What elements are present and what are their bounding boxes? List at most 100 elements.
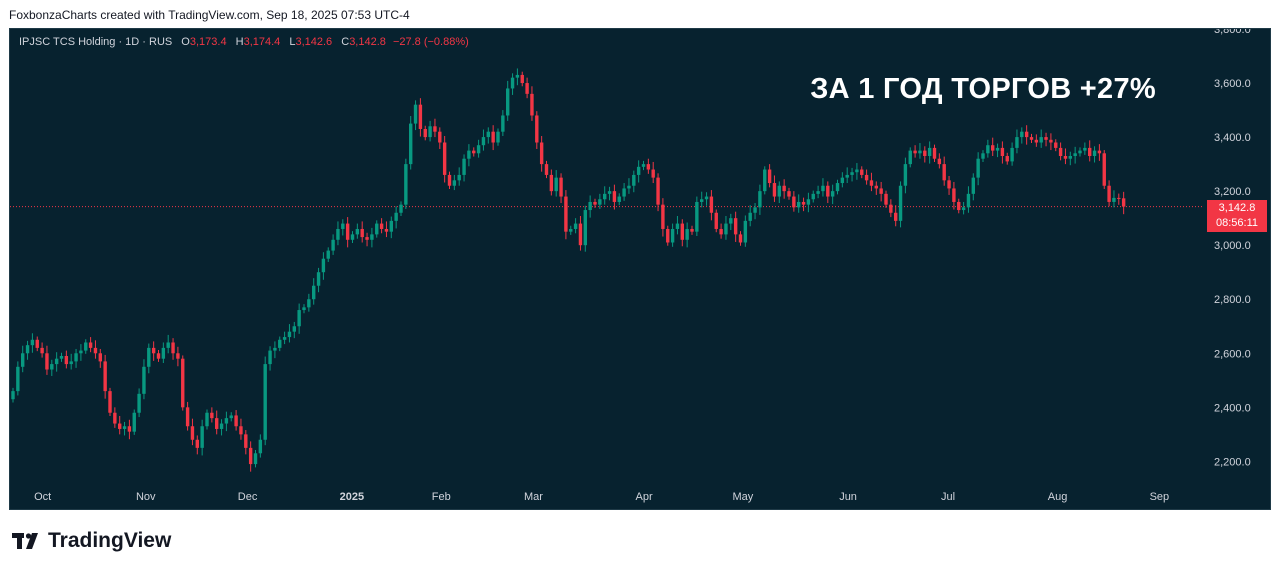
- candle-body: [520, 74, 524, 84]
- candle-body: [341, 223, 345, 229]
- candle: [1015, 129, 1019, 154]
- candle: [932, 144, 937, 162]
- candle: [889, 199, 893, 218]
- candle: [719, 223, 723, 239]
- candle-body: [413, 104, 418, 124]
- candle-body: [302, 307, 306, 311]
- candle-body: [88, 342, 93, 348]
- legend-close-value: 3,142.8: [349, 36, 386, 48]
- x-tick-label: Mar: [524, 491, 543, 503]
- legend-open-value: 3,173.4: [189, 36, 227, 48]
- candle-body: [991, 145, 995, 151]
- candle-body: [1015, 137, 1019, 148]
- candle: [278, 336, 282, 352]
- candle-body: [661, 204, 665, 229]
- candle: [365, 232, 369, 247]
- candle-body: [729, 218, 733, 224]
- candle: [1083, 142, 1087, 155]
- candle: [1024, 125, 1029, 145]
- candle-body: [530, 93, 534, 116]
- candle-body: [389, 220, 393, 232]
- candle-body: [588, 201, 592, 211]
- candle-body: [54, 358, 59, 365]
- candle: [539, 136, 544, 172]
- candle: [991, 137, 995, 157]
- candle-body: [961, 207, 966, 211]
- candle-body: [918, 150, 922, 154]
- tradingview-logo[interactable]: TradingView: [12, 529, 171, 553]
- candle: [253, 450, 258, 468]
- candle: [282, 331, 287, 345]
- candle: [200, 419, 204, 456]
- candle: [622, 183, 626, 201]
- candle: [11, 387, 15, 403]
- candle: [515, 68, 520, 86]
- candle: [389, 216, 393, 239]
- candle: [598, 193, 602, 209]
- candle-body: [641, 164, 646, 167]
- candle-body: [200, 426, 204, 448]
- candle: [93, 340, 98, 359]
- candle-body: [932, 147, 937, 159]
- candle: [617, 193, 621, 206]
- candle: [219, 419, 224, 436]
- candle-body: [132, 412, 136, 432]
- candle: [903, 157, 908, 194]
- candle: [137, 388, 141, 418]
- candle: [792, 191, 796, 212]
- candle: [632, 170, 636, 193]
- candle: [573, 218, 578, 234]
- candle-body: [860, 169, 864, 175]
- candle: [316, 267, 321, 293]
- candle-body: [345, 223, 350, 240]
- candle-body: [210, 412, 214, 419]
- candle-body: [224, 418, 229, 424]
- legend-symbol[interactable]: IPJSC TCS Holding · 1D · RUS: [19, 36, 173, 48]
- candle: [476, 139, 481, 158]
- candle: [767, 164, 772, 188]
- candle-body: [253, 453, 258, 465]
- candle: [661, 198, 665, 237]
- candle-body: [801, 201, 806, 205]
- candle-body: [879, 188, 883, 194]
- candle-body: [1063, 156, 1068, 159]
- candle: [229, 412, 233, 422]
- candlestick-chart[interactable]: 2,200.0 2,400.0 2,600.0 2,800.0 3,000.0 3,200…: [10, 29, 1271, 510]
- candle: [1112, 190, 1116, 208]
- x-tick-label: Dec: [238, 491, 258, 503]
- candle-body: [758, 191, 762, 208]
- chart-pane[interactable]: 2,200.0 2,400.0 2,600.0 2,800.0 3,000.0 3,200…: [9, 28, 1271, 510]
- candle-body: [709, 196, 714, 213]
- candle-body: [278, 339, 282, 348]
- candle-body: [894, 212, 898, 221]
- candle-body: [952, 188, 956, 202]
- candle: [307, 293, 311, 312]
- candle-body: [1020, 131, 1024, 138]
- candle: [743, 215, 748, 247]
- candle: [1097, 144, 1102, 161]
- candle: [350, 231, 355, 244]
- candle: [312, 278, 316, 305]
- candle-body: [30, 339, 35, 346]
- x-tick-label: Jun: [839, 491, 857, 503]
- candle: [578, 216, 583, 251]
- candle-body: [850, 172, 854, 175]
- candle-body: [472, 150, 476, 154]
- candle-body: [690, 228, 694, 232]
- candle-body: [1058, 147, 1063, 157]
- candle: [685, 222, 689, 248]
- candle: [302, 304, 306, 314]
- candle-body: [806, 199, 811, 205]
- candle: [777, 181, 781, 204]
- candle-body: [287, 331, 292, 338]
- x-tick-label: 2025: [340, 491, 364, 503]
- candle: [472, 147, 476, 157]
- candle: [801, 197, 806, 212]
- candle-body: [855, 169, 859, 173]
- candle-body: [442, 142, 447, 175]
- candle-body: [501, 115, 505, 132]
- candle: [171, 338, 175, 360]
- candle: [787, 187, 791, 200]
- x-tick-label: Sep: [1150, 491, 1170, 503]
- candle: [190, 418, 195, 446]
